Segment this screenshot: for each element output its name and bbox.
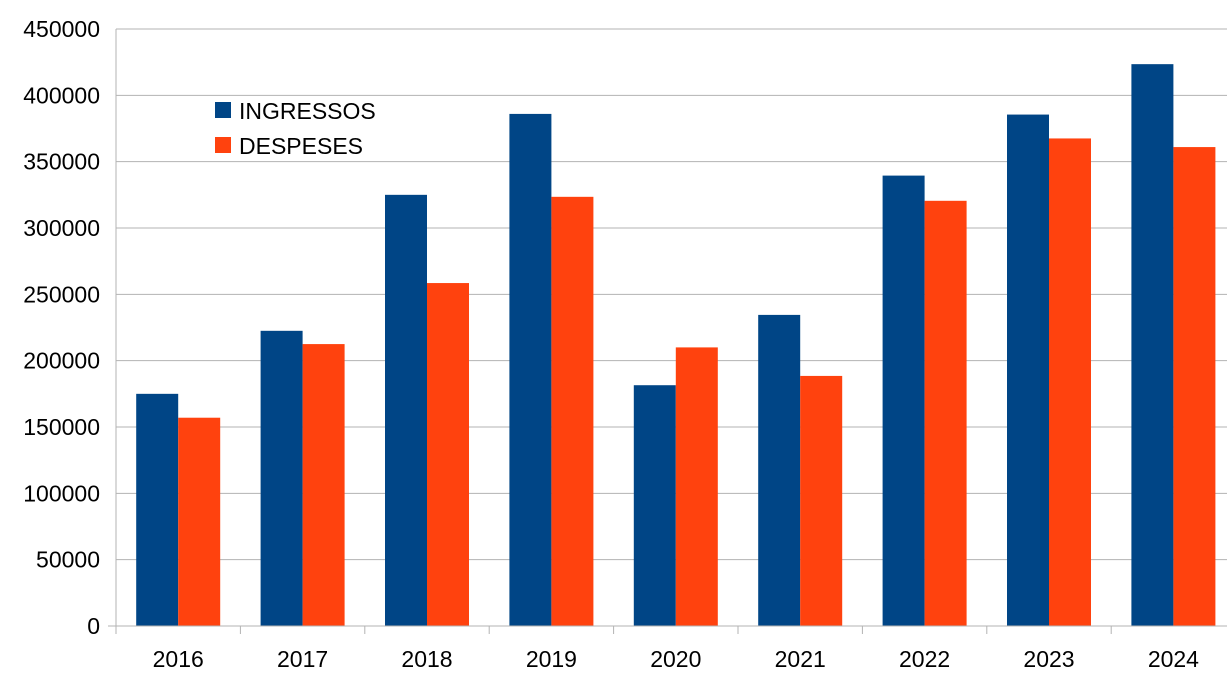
y-tick-label: 100000 — [23, 480, 100, 506]
x-tick-label: 2022 — [899, 646, 950, 671]
legend: INGRESSOS DESPESES — [215, 98, 376, 159]
y-tick-label: 50000 — [36, 547, 100, 573]
bar-ingressos-2018 — [385, 194, 427, 627]
bars — [136, 64, 1216, 627]
y-tick-label: 300000 — [23, 215, 100, 241]
x-tick-label: 2016 — [153, 646, 204, 671]
bar-despeses-2017 — [302, 344, 345, 626]
bar-despeses-2021 — [800, 375, 843, 626]
legend-swatch-despeses — [215, 137, 231, 153]
legend-label-ingressos: INGRESSOS — [239, 98, 376, 124]
bar-despeses-2020 — [675, 347, 718, 626]
x-tick-label: 2023 — [1023, 646, 1074, 671]
x-tick-label: 2024 — [1148, 646, 1199, 671]
bar-ingressos-2020 — [633, 385, 676, 626]
bar-ingressos-2023 — [1007, 114, 1049, 626]
legend-swatch-ingressos — [215, 102, 231, 118]
y-tick-label: 450000 — [23, 16, 100, 42]
bar-despeses-2024 — [1173, 147, 1216, 626]
y-tick-labels: 0 50000 100000 150000 200000 250000 300000 3500… — [23, 16, 100, 639]
x-tick-label: 2019 — [526, 646, 577, 671]
bar-ingressos-2022 — [882, 175, 925, 626]
bar-ingressos-2016 — [136, 393, 179, 626]
x-tick-label: 2021 — [775, 646, 826, 671]
bar-despeses-2019 — [551, 196, 594, 626]
bar-despeses-2023 — [1049, 138, 1091, 626]
y-tick-label: 200000 — [23, 348, 100, 374]
axes — [108, 29, 1227, 634]
x-tick-label: 2020 — [650, 646, 701, 671]
bar-despeses-2016 — [178, 417, 221, 626]
y-tick-label: 0 — [87, 613, 100, 639]
y-tick-label: 250000 — [23, 281, 100, 307]
bar-ingressos-2017 — [260, 330, 303, 626]
x-tick-labels: 2016 2017 2018 2019 2020 2021 2022 2023 2024 — [153, 646, 1200, 672]
legend-label-despeses: DESPESES — [239, 133, 363, 159]
y-tick-label: 400000 — [23, 82, 100, 108]
y-tick-label: 150000 — [23, 414, 100, 440]
bar-despeses-2018 — [427, 283, 469, 626]
x-tick-label: 2018 — [401, 646, 452, 671]
bar-ingressos-2021 — [758, 314, 801, 626]
bar-ingressos-2024 — [1131, 64, 1174, 626]
x-tick-label: 2017 — [277, 646, 328, 671]
bar-ingressos-2019 — [509, 113, 552, 626]
bar-despeses-2022 — [924, 200, 967, 626]
y-tick-label: 350000 — [23, 149, 100, 175]
